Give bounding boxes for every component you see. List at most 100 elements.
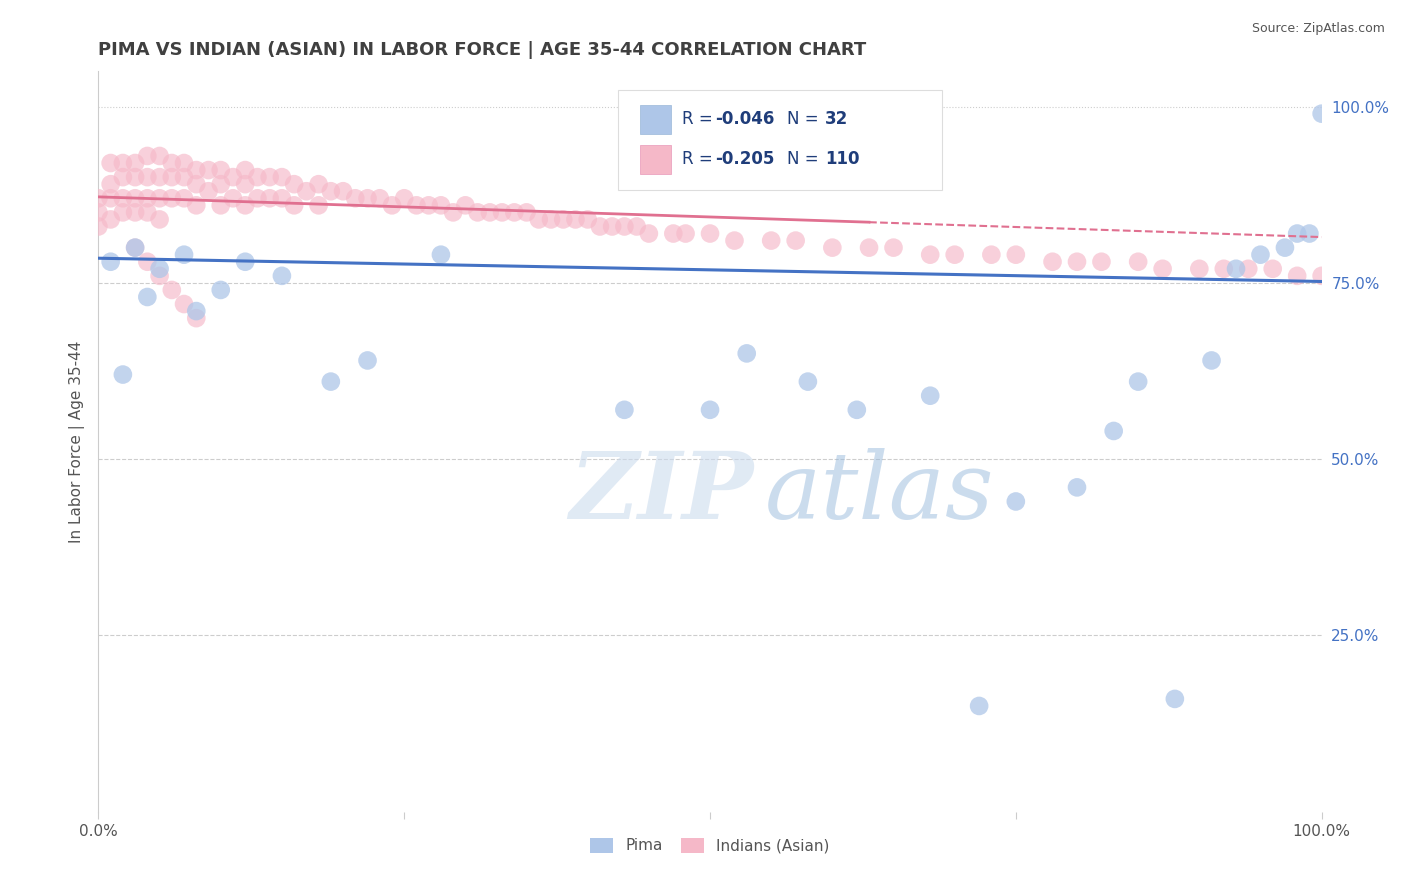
Point (173, 170, 195, 185)
Point (233, 198, 256, 212)
Point (699, 402, 721, 417)
Point (430, 248, 453, 262)
Text: N =: N = (787, 151, 824, 169)
Point (270, 268, 294, 283)
Point (920, 248, 942, 262)
Point (344, 191, 367, 205)
Text: PIMA VS INDIAN (ASIAN) IN LABOR FORCE | AGE 35-44 CORRELATION CHART: PIMA VS INDIAN (ASIAN) IN LABOR FORCE | … (98, 41, 866, 59)
Point (392, 191, 416, 205)
Point (1090, 254, 1112, 268)
Point (233, 177, 256, 191)
Point (149, 149, 172, 163)
Point (405, 198, 427, 212)
Point (368, 191, 391, 205)
Point (295, 184, 318, 198)
Point (100, 177, 122, 191)
Point (308, 177, 330, 191)
Point (173, 248, 195, 262)
Point (186, 163, 208, 178)
Y-axis label: In Labor Force | Age 35-44: In Labor Force | Age 35-44 (69, 341, 84, 542)
Point (662, 227, 685, 241)
Point (160, 283, 183, 297)
Point (564, 212, 586, 227)
Point (883, 241, 905, 255)
Point (283, 177, 305, 191)
Point (1102, 424, 1125, 438)
Point (197, 163, 219, 178)
Point (1249, 248, 1271, 262)
Point (418, 198, 440, 212)
Point (209, 283, 232, 297)
Point (454, 198, 477, 212)
Point (1261, 261, 1284, 276)
Point (222, 170, 245, 185)
Point (576, 212, 599, 227)
Point (124, 191, 146, 205)
Point (637, 227, 661, 241)
Point (600, 219, 623, 234)
Point (1066, 254, 1088, 268)
Point (136, 290, 159, 304)
Point (613, 219, 636, 234)
Point (845, 402, 868, 417)
Point (149, 261, 172, 276)
Point (675, 227, 697, 241)
Point (186, 177, 208, 191)
Point (124, 205, 146, 219)
Point (111, 205, 134, 219)
Point (1237, 261, 1260, 276)
Point (1298, 227, 1320, 241)
Point (136, 254, 159, 268)
Point (1004, 248, 1026, 262)
Point (209, 198, 232, 212)
Point (1310, 106, 1333, 120)
Point (785, 234, 807, 248)
Point (797, 375, 820, 389)
Point (173, 297, 195, 311)
Point (920, 389, 942, 403)
Legend: Pima, Indians (Asian): Pima, Indians (Asian) (585, 831, 835, 860)
Point (478, 205, 501, 219)
Point (186, 198, 208, 212)
FancyBboxPatch shape (640, 105, 671, 134)
Point (270, 191, 294, 205)
Point (149, 212, 172, 227)
Point (332, 184, 354, 198)
Point (319, 375, 342, 389)
Text: atlas: atlas (765, 449, 994, 539)
Point (1310, 268, 1333, 283)
Point (149, 191, 172, 205)
Point (319, 184, 342, 198)
Text: N =: N = (787, 111, 824, 128)
Point (111, 368, 134, 382)
Point (491, 205, 513, 219)
Point (1212, 261, 1234, 276)
Point (467, 205, 489, 219)
Point (100, 156, 122, 170)
Point (233, 254, 256, 268)
Point (527, 212, 550, 227)
FancyBboxPatch shape (619, 90, 942, 190)
Point (87, 191, 110, 205)
Point (503, 205, 526, 219)
Point (283, 198, 305, 212)
Point (246, 170, 269, 185)
Point (1128, 375, 1150, 389)
Point (1286, 268, 1309, 283)
Point (87, 205, 110, 219)
Point (186, 311, 208, 326)
Point (1286, 227, 1309, 241)
Text: -0.205: -0.205 (714, 151, 775, 169)
Point (1042, 254, 1064, 268)
Point (1004, 494, 1026, 508)
Point (980, 248, 1002, 262)
Point (136, 149, 159, 163)
Point (858, 241, 880, 255)
FancyBboxPatch shape (640, 145, 671, 174)
Point (100, 212, 122, 227)
Point (356, 191, 378, 205)
Point (540, 212, 562, 227)
Point (381, 198, 404, 212)
Point (222, 191, 245, 205)
Point (1274, 241, 1296, 255)
